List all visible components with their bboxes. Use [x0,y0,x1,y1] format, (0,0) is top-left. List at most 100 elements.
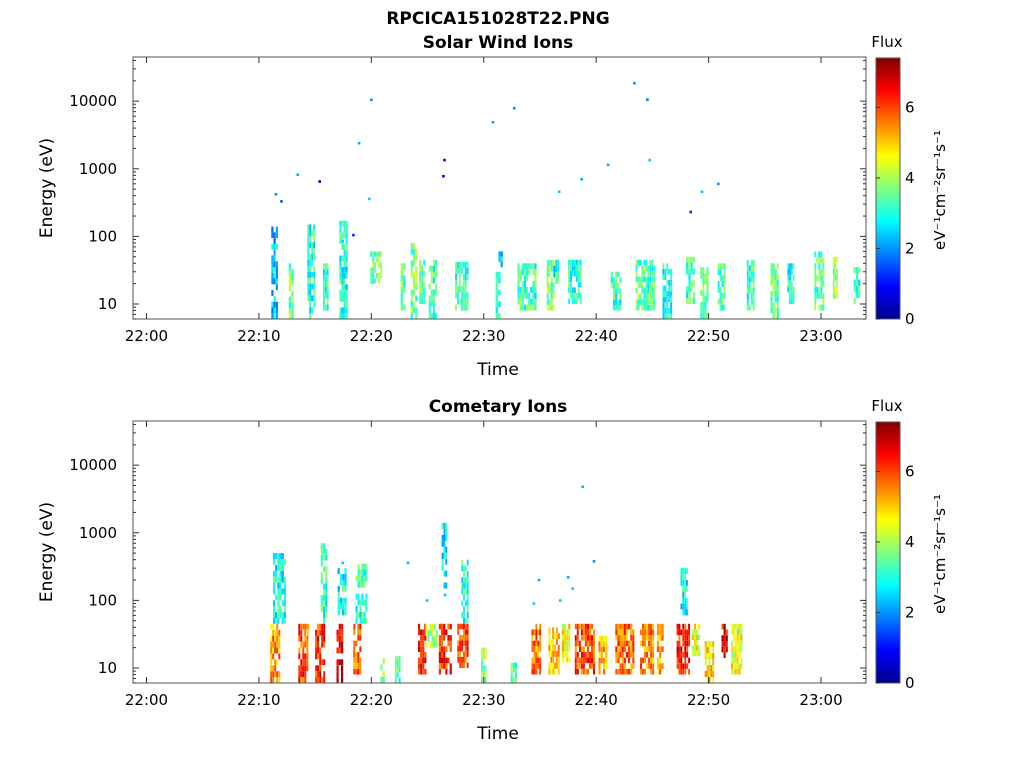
flux-cell [323,629,326,636]
flux-cell [776,285,779,292]
flux-cell [625,640,628,647]
flux-cell [719,304,722,311]
flux-cell [576,629,579,636]
y-tick-label: 1000 [79,524,117,542]
flux-cell [676,623,679,630]
flux-cell [632,652,635,658]
flux-cell [400,269,404,276]
flux-cell [272,677,275,683]
flux-cell [791,263,793,270]
flux-cell [419,259,422,266]
flux-cell [464,618,467,624]
flux-cell [420,657,423,664]
flux-cell [682,568,685,574]
flux-cell [686,603,688,610]
flux-cell [323,292,325,299]
flux-cell [462,274,465,281]
flux-cell [531,635,534,641]
flux-cell [275,284,278,291]
flux-cell [731,640,733,647]
flux-cell [273,238,276,244]
flux-cell [276,635,279,642]
flux-cell [273,261,276,267]
flux-cell [770,307,773,314]
flux-cell [320,572,323,578]
flux-cell [343,290,346,296]
flux-cell [319,623,322,630]
y-axis-label: Energy (eV) [37,138,57,238]
flux-cell [306,635,309,642]
flux-point [443,593,447,597]
flux-cell [533,668,536,675]
flux-cell [321,659,324,666]
flux-cell [273,588,276,595]
flux-cell [550,668,553,675]
flux-cell [550,650,553,657]
flux-cell [678,629,681,636]
flux-cell [615,288,618,294]
flux-cell [464,623,467,630]
flux-cell [464,261,467,268]
flux-cell [621,629,624,636]
flux-cell [270,623,273,630]
flux-cell [774,296,777,303]
flux-cell [721,281,724,287]
flux-cell [531,640,534,647]
flux-cell [666,307,669,314]
flux-cell [561,629,564,635]
flux-cell [271,313,274,319]
flux-cell [619,299,622,305]
flux-cell [445,522,448,529]
flux-cell [746,271,749,277]
flux-cell [628,623,631,630]
flux-cell [420,668,423,675]
flux-cell [273,301,276,308]
flux-cell [338,647,341,654]
flux-cell [272,635,275,642]
flux-cell [820,275,823,281]
flux-cell [342,609,345,616]
flux-cell [740,640,743,647]
flux-cell [464,304,467,311]
flux-cell [548,265,551,272]
flux-cell [457,261,459,268]
flux-cell [274,641,277,648]
flux-cell [345,249,348,256]
flux-cell [270,659,273,666]
flux-cell [313,242,316,249]
flux-cell [566,640,569,646]
flux-cell [650,646,653,652]
x-tick-label: 23:00 [799,327,842,345]
flux-cell [706,273,709,279]
flux-cell [466,304,469,311]
flux-cell [415,248,418,255]
flux-cell [646,652,649,658]
flux-cell [696,645,699,651]
flux-cell [271,301,274,308]
flux-cell [359,663,362,669]
flux-cell [710,665,713,671]
flux-cell [309,230,312,237]
flux-cell [571,287,574,293]
flux-cell [682,635,685,641]
flux-cell [666,280,669,286]
panel-solar-wind-ions: Solar Wind Ions 22:00 22:10 22:20 22:30 22:4… [37,33,949,380]
flux-cell [440,663,444,669]
flux-cell [484,677,487,683]
flux-cell [591,640,593,647]
flux-cell [652,635,655,641]
flux-cell [635,304,638,311]
x-tick-label: 22:00 [125,691,168,709]
flux-cell [750,276,753,283]
flux-cell [353,629,356,636]
flux-cell [321,623,324,630]
flux-cell [552,282,555,288]
flux-cell [320,606,323,613]
flux-cell [589,640,591,647]
flux-cell [458,286,461,293]
flux-cell [678,668,681,675]
flux-cell [652,657,655,664]
flux-cell [463,640,465,646]
flux-cell [712,665,715,671]
